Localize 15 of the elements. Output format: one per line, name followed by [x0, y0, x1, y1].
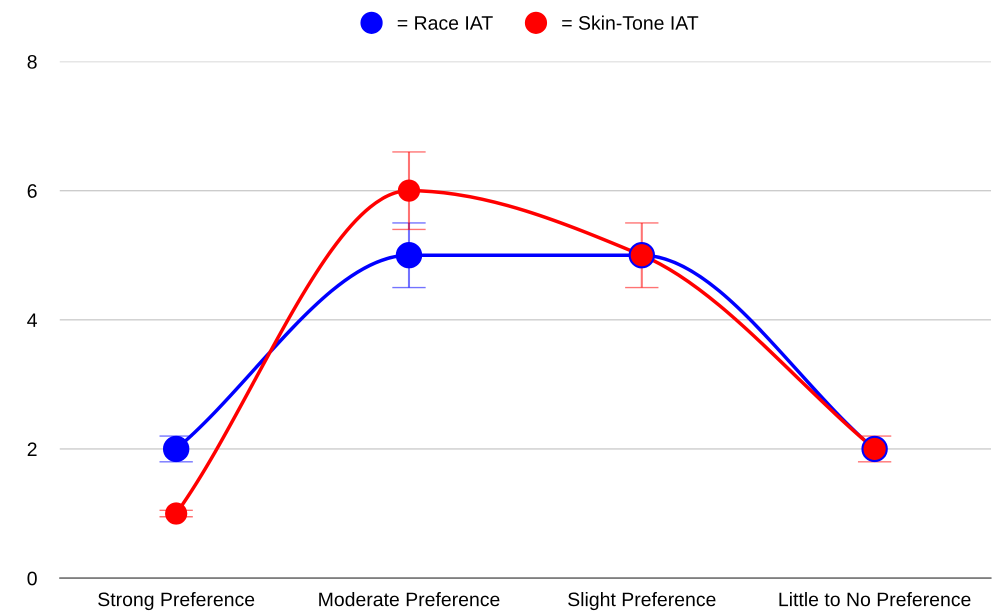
legend-label: = Race IAT — [398, 16, 493, 30]
x-tick-label: Strong Preference — [98, 592, 254, 610]
y-tick-label: 0 — [27, 572, 37, 586]
x-tick-label: Little to No Preference — [779, 592, 970, 606]
point — [165, 502, 188, 525]
x-tick-label: Moderate Preference — [319, 592, 500, 606]
point — [396, 242, 422, 268]
point — [162, 436, 190, 462]
y-tick-label: 2 — [28, 442, 37, 456]
y-tick-label: 4 — [27, 313, 37, 327]
y-tick-label: 8 — [28, 54, 37, 69]
legend-label: = Skin-Tone IAT — [562, 16, 698, 30]
x-tick-label: Slight Preference — [568, 592, 716, 610]
point — [398, 180, 420, 202]
y-tick-label: 6 — [28, 184, 37, 198]
